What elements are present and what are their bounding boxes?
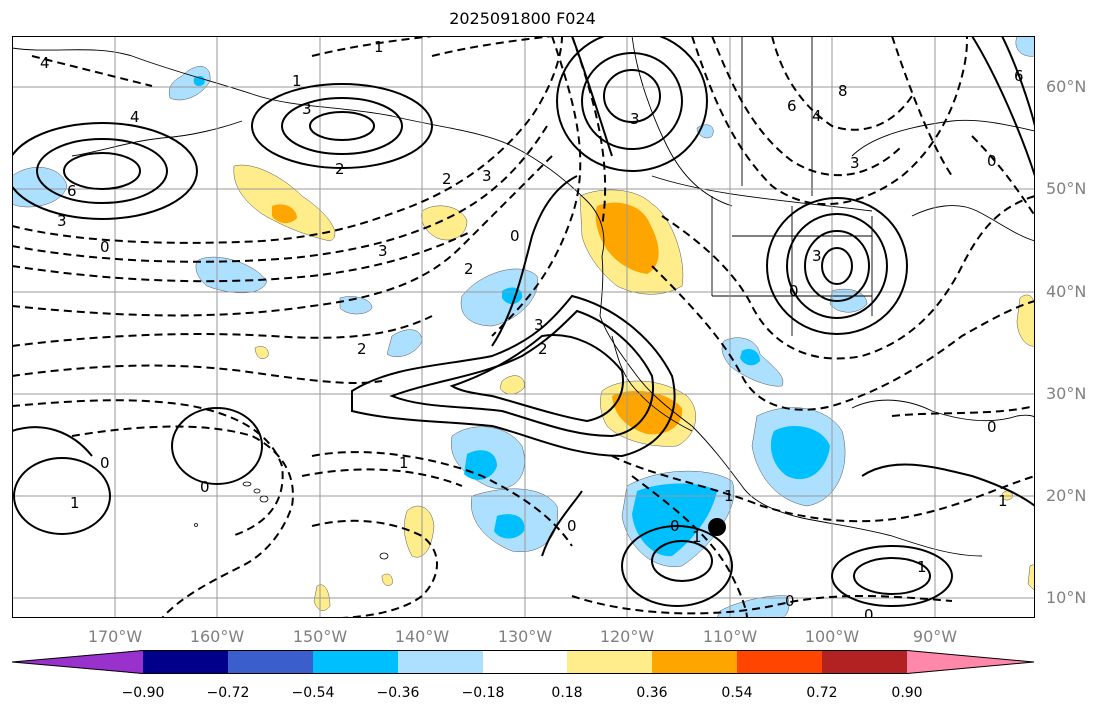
contour-label: 2 xyxy=(464,260,474,278)
lat-label: 10°N xyxy=(1046,588,1087,607)
contour-label: 0 xyxy=(100,238,110,256)
coastlines xyxy=(12,36,1035,557)
positive-anomaly-shading xyxy=(233,164,1035,611)
colorbar xyxy=(12,650,1035,674)
colorbar-bin xyxy=(228,650,313,674)
contour-label: 1 xyxy=(399,454,409,472)
lon-label: 140°W xyxy=(394,627,450,646)
contour-label: 6 xyxy=(787,97,797,115)
contour-label: 6 xyxy=(67,182,77,200)
colorbar-tick: −0.72 xyxy=(206,685,250,701)
contour-label: 0 xyxy=(785,592,795,610)
contour-label: 3 xyxy=(534,316,544,334)
contour-label: 0 xyxy=(200,478,210,496)
contour-label: 3 xyxy=(850,154,860,172)
colorbar-tick: 0.18 xyxy=(551,685,583,701)
lon-label: 120°W xyxy=(599,627,655,646)
colorbar-bin xyxy=(567,650,652,674)
lon-label: 110°W xyxy=(702,627,758,646)
negative-anomaly-shading xyxy=(12,36,1035,618)
lat-label: 40°N xyxy=(1046,282,1087,301)
colorbar-extend-high xyxy=(907,650,1035,674)
weather-map: 1 4 1 3 4 3 6 3 0 2 3 2 2 3 2 2 0 6 4 8 … xyxy=(12,36,1035,618)
colorbar-extend-low xyxy=(12,650,143,674)
contour-label: 0 xyxy=(100,454,110,472)
contour-label: 3 xyxy=(482,167,492,185)
contour-label: 3 xyxy=(57,212,67,230)
lat-label: 30°N xyxy=(1046,384,1087,403)
graticule xyxy=(12,36,1035,618)
contour-label: 1 xyxy=(917,558,927,576)
colorbar-tick: −0.36 xyxy=(376,685,420,701)
contour-label: 0 xyxy=(987,418,997,436)
contour-label: 2 xyxy=(538,340,548,358)
storm-center-marker xyxy=(708,518,726,536)
colorbar-bin xyxy=(822,650,907,674)
lon-label: 90°W xyxy=(912,627,958,646)
colorbar-tick: 0.72 xyxy=(806,685,838,701)
lat-label: 50°N xyxy=(1046,179,1087,198)
contour-label: 8 xyxy=(838,82,848,100)
colorbar-bin xyxy=(398,650,483,674)
colorbar-tick: 0.36 xyxy=(636,685,668,701)
contour-label: 1 xyxy=(692,528,702,546)
colorbar-bin xyxy=(143,650,228,674)
lat-label: 20°N xyxy=(1046,486,1087,505)
lon-label: 150°W xyxy=(292,627,348,646)
contour-label: 4 xyxy=(40,54,50,72)
contour-label: 2 xyxy=(335,160,345,178)
contour-label: 1 xyxy=(292,72,302,90)
contour-label: 1 xyxy=(724,487,734,505)
colorbar-tick: 0.90 xyxy=(891,685,923,701)
lat-label: 60°N xyxy=(1046,77,1087,96)
negative-contours xyxy=(12,36,1035,618)
lon-label: 100°W xyxy=(804,627,860,646)
contour-label: 0 xyxy=(567,517,577,535)
colorbar-tick: −0.18 xyxy=(461,685,505,701)
contour-label: 3 xyxy=(812,247,822,265)
positive-contours xyxy=(12,36,1035,607)
contour-label: 6 xyxy=(1014,67,1024,85)
lon-label: 160°W xyxy=(189,627,245,646)
contour-label: 4 xyxy=(130,108,140,126)
colorbar-bin xyxy=(313,650,398,674)
lon-label: 130°W xyxy=(497,627,553,646)
contour-label: 0 xyxy=(789,282,799,300)
colorbar-tick: 0.54 xyxy=(721,685,753,701)
contour-label: 0 xyxy=(864,606,874,618)
colorbar-tick: −0.54 xyxy=(291,685,335,701)
contour-label: 3 xyxy=(378,242,388,260)
contour-label: 3 xyxy=(630,110,640,128)
contour-label: 0 xyxy=(510,227,520,245)
contour-label: 0 xyxy=(987,152,997,170)
colorbar-bin xyxy=(483,650,567,674)
colorbar-bin xyxy=(737,650,822,674)
contour-label: 2 xyxy=(357,340,367,358)
contour-label: 0 xyxy=(670,517,680,535)
contour-label: 4 xyxy=(812,107,822,125)
contour-labels: 1 4 1 3 4 3 6 3 0 2 3 2 2 3 2 2 0 6 4 8 … xyxy=(40,38,1024,618)
islands xyxy=(194,481,389,560)
lon-label: 170°W xyxy=(87,627,143,646)
contour-label: 1 xyxy=(70,494,80,512)
contour-label: 3 xyxy=(302,100,312,118)
map-title: 2025091800 F024 xyxy=(449,9,596,28)
colorbar-bin xyxy=(652,650,737,674)
contour-label: 2 xyxy=(442,170,452,188)
contour-label: 1 xyxy=(374,38,384,56)
colorbar-tick: −0.90 xyxy=(121,685,165,701)
contour-label: 1 xyxy=(998,492,1008,510)
